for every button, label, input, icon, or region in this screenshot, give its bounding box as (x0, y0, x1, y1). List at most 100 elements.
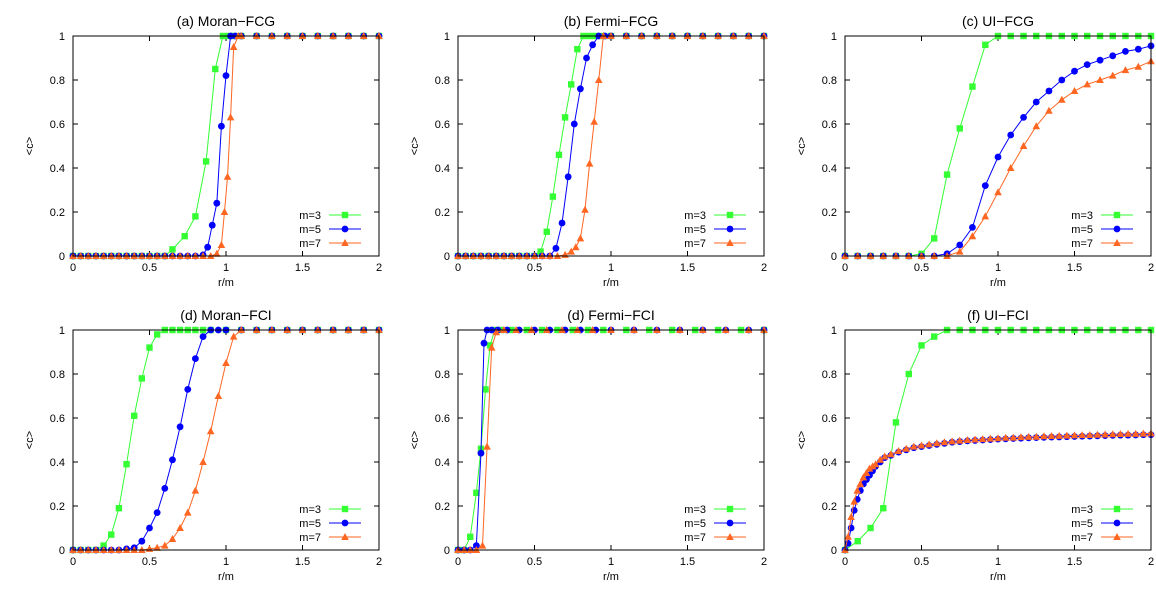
data-point (100, 542, 107, 549)
x-tick-label: 0 (842, 262, 848, 274)
panel-moran-fci: (d) Moran−FCI 0 0.5 1 1.5 2 0 0.2 0.4 0.6 0.8 1 r/m <… (24, 307, 383, 583)
data-point (214, 392, 223, 399)
x-tick-label: 2 (761, 262, 767, 274)
y-tick-label: 0.2 (50, 501, 65, 513)
series-m=5 (841, 431, 1155, 554)
data-point (1006, 164, 1015, 171)
data-point (169, 246, 176, 253)
series-line (458, 35, 764, 257)
data-point (153, 509, 161, 516)
data-point (482, 386, 489, 393)
x-tick-label: 0.5 (914, 556, 929, 568)
series-line (845, 35, 1151, 257)
series-line (458, 35, 764, 257)
y-tick-label: 0.2 (822, 501, 837, 513)
data-point (199, 333, 207, 340)
data-point (1045, 87, 1053, 95)
data-point (472, 542, 480, 549)
data-point (564, 173, 572, 181)
x-tick-label: 1.5 (680, 556, 695, 568)
data-point (847, 513, 855, 520)
y-tick-label: 0.6 (435, 119, 450, 131)
data-point (1055, 431, 1063, 439)
data-point (220, 208, 229, 215)
x-tick-label: 1.5 (1067, 262, 1082, 274)
data-point (930, 235, 938, 242)
x-tick-label: 2 (376, 262, 382, 274)
data-point (480, 339, 488, 347)
x-tick-label: 0.5 (527, 262, 542, 274)
legend-label: m=7 (299, 238, 321, 250)
legend-marker (726, 519, 734, 527)
data-point (905, 370, 913, 378)
data-point (1134, 62, 1143, 70)
data-point (222, 359, 230, 366)
data-point (1093, 430, 1102, 438)
y-tick-label: 0.4 (822, 163, 837, 175)
data-point (1070, 431, 1079, 439)
legend: m=3 m=5 m=7 (299, 504, 361, 544)
series-m=7 (69, 32, 383, 259)
series-m=3 (454, 326, 768, 554)
chart-title: (c) UI−FCG (962, 13, 1034, 29)
series-line (73, 35, 379, 257)
data-point (477, 449, 485, 457)
series-m=7 (841, 429, 1155, 553)
series-m=5 (454, 32, 768, 260)
data-point (994, 153, 1002, 161)
y-tick-label: 0.8 (50, 75, 65, 87)
data-point (1096, 56, 1104, 64)
x-tick-label: 1 (223, 556, 229, 568)
y-tick-label: 1 (444, 325, 450, 337)
y-tick-label: 0 (444, 251, 450, 263)
plot-frame (844, 329, 1152, 551)
y-tick-label: 1 (831, 31, 837, 43)
data-point (138, 537, 146, 545)
legend-marker (341, 211, 349, 219)
data-point (572, 243, 580, 251)
data-point (169, 456, 176, 464)
data-point (1045, 106, 1053, 114)
legend-marker (726, 505, 734, 513)
y-tick-label: 0 (59, 545, 65, 557)
series-line (845, 45, 1152, 257)
x-tick-label: 2 (761, 556, 767, 568)
data-point (956, 125, 963, 132)
data-point (876, 455, 884, 463)
data-point (1096, 76, 1104, 83)
data-point (208, 221, 216, 229)
data-point (594, 76, 603, 83)
data-point (574, 46, 581, 53)
y-tick-label: 0.8 (435, 369, 450, 381)
chart-title: (d) Fermi−FCI (567, 307, 655, 323)
legend-label: m=3 (684, 504, 706, 516)
data-point (1134, 45, 1142, 53)
data-point (1032, 122, 1041, 130)
y-axis-label: <c> (796, 431, 808, 449)
data-point (1017, 433, 1025, 441)
series-line (458, 329, 764, 551)
data-point (131, 412, 138, 419)
data-point (1086, 430, 1094, 438)
legend-marker (1113, 533, 1121, 540)
data-point (192, 355, 199, 362)
data-point (486, 342, 494, 349)
data-point (1121, 66, 1130, 74)
series-m=7 (454, 32, 768, 259)
series-m=3 (841, 32, 1155, 260)
data-point (1001, 433, 1010, 441)
data-point (473, 489, 480, 496)
data-point (229, 332, 238, 340)
y-tick-label: 0 (831, 545, 837, 557)
chart-title: (b) Fermi−FCG (564, 13, 659, 29)
x-tick-label: 1.5 (1067, 556, 1082, 568)
y-tick-label: 1 (59, 325, 65, 337)
y-tick-label: 1 (831, 325, 837, 337)
data-point (981, 182, 989, 190)
data-point (982, 41, 989, 48)
data-point (115, 505, 123, 512)
series-m=5 (69, 32, 383, 260)
legend-marker (1113, 225, 1121, 233)
series-line (73, 35, 379, 257)
chart-title: (a) Moran−FCG (177, 13, 275, 29)
